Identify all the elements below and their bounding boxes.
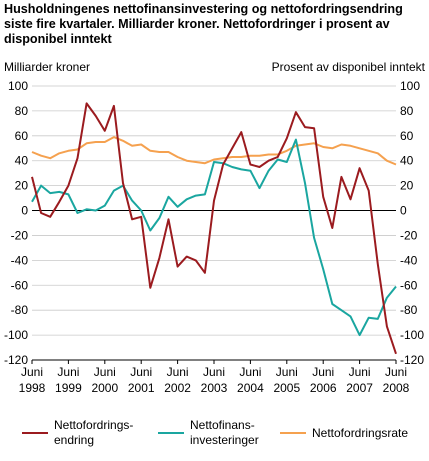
y-tick-label-right: 60: [400, 129, 414, 143]
legend-label-line: Nettofordringsrate: [312, 426, 408, 440]
title-line: disponibel inntekt: [4, 32, 112, 46]
y-tick-label-left: -100: [4, 328, 28, 342]
legend-label-line: Nettofordrings-: [54, 418, 133, 432]
x-tick-label: Juni: [239, 365, 261, 379]
legend-label-line: investeringer: [190, 433, 259, 447]
x-tick-label: 2002: [164, 381, 191, 395]
x-tick-label: Juni: [203, 365, 225, 379]
series-line: [31, 102, 397, 355]
legend-label: Nettofordrings-endring: [54, 418, 133, 447]
y-tick-label-left: 40: [15, 154, 29, 168]
series-line: [31, 136, 397, 166]
y-tick-label-right: 80: [400, 104, 414, 118]
x-tick-label: Juni: [94, 365, 116, 379]
y-axis-label-right: Prosent av disponibel inntekt: [271, 60, 425, 74]
y-tick-label-right: -120: [400, 353, 424, 367]
legend-label: Nettofinans-investeringer: [190, 418, 259, 447]
x-tick-label: 2004: [237, 381, 264, 395]
x-tick-label: 2001: [128, 381, 155, 395]
y-tick-label-left: -60: [11, 278, 29, 292]
x-tick-label: 1999: [55, 381, 82, 395]
y-tick-label-right: -80: [400, 303, 418, 317]
y-tick-label-left: 100: [8, 79, 28, 93]
y-tick-label-left: 0: [21, 204, 28, 218]
legend-label-line: Nettofinans-: [190, 418, 255, 432]
x-tick-label: 2006: [310, 381, 337, 395]
series-line: [31, 138, 397, 337]
x-tick-label: Juni: [167, 365, 189, 379]
y-axis-label-left: Milliarder kroner: [4, 60, 91, 74]
y-tick-label-left: -40: [11, 253, 29, 267]
legend-label-line: endring: [54, 433, 94, 447]
x-tick-label: Juni: [276, 365, 298, 379]
x-tick-label: Juni: [130, 365, 152, 379]
y-tick-label-right: -100: [400, 328, 424, 342]
y-tick-label-right: -60: [400, 278, 418, 292]
legend-label: Nettofordringsrate: [312, 426, 408, 440]
x-tick-label: Juni: [57, 365, 79, 379]
y-tick-label-left: -20: [11, 228, 29, 242]
y-tick-label-right: 100: [400, 79, 420, 93]
y-tick-label-right: -40: [400, 253, 418, 267]
y-tick-label-left: 80: [15, 104, 29, 118]
x-tick-label: Juni: [312, 365, 334, 379]
x-tick-label: Juni: [349, 365, 371, 379]
x-tick-label: 2000: [91, 381, 118, 395]
chart-title: Husholdningenes nettofinansinvestering o…: [4, 2, 426, 47]
x-tick-label: 2007: [346, 381, 373, 395]
y-tick-label-right: 20: [400, 179, 414, 193]
y-tick-label-right: 40: [400, 154, 414, 168]
y-tick-label-left: -120: [4, 353, 28, 367]
title-line: siste fire kvartaler. Milliarder kroner.…: [4, 17, 390, 31]
y-tick-label-left: 20: [15, 179, 29, 193]
y-tick-label-right: 0: [400, 204, 407, 218]
x-tick-label: Juni: [385, 365, 407, 379]
title-line: Husholdningenes nettofinansinvestering o…: [4, 2, 403, 16]
x-tick-label: 2003: [201, 381, 228, 395]
y-tick-label-right: -20: [400, 228, 418, 242]
x-tick-label: 2008: [383, 381, 410, 395]
y-tick-label-left: -80: [11, 303, 29, 317]
x-tick-label: 1998: [19, 381, 46, 395]
y-tick-label-left: 60: [15, 129, 29, 143]
x-tick-label: Juni: [21, 365, 43, 379]
x-tick-label: 2005: [273, 381, 300, 395]
